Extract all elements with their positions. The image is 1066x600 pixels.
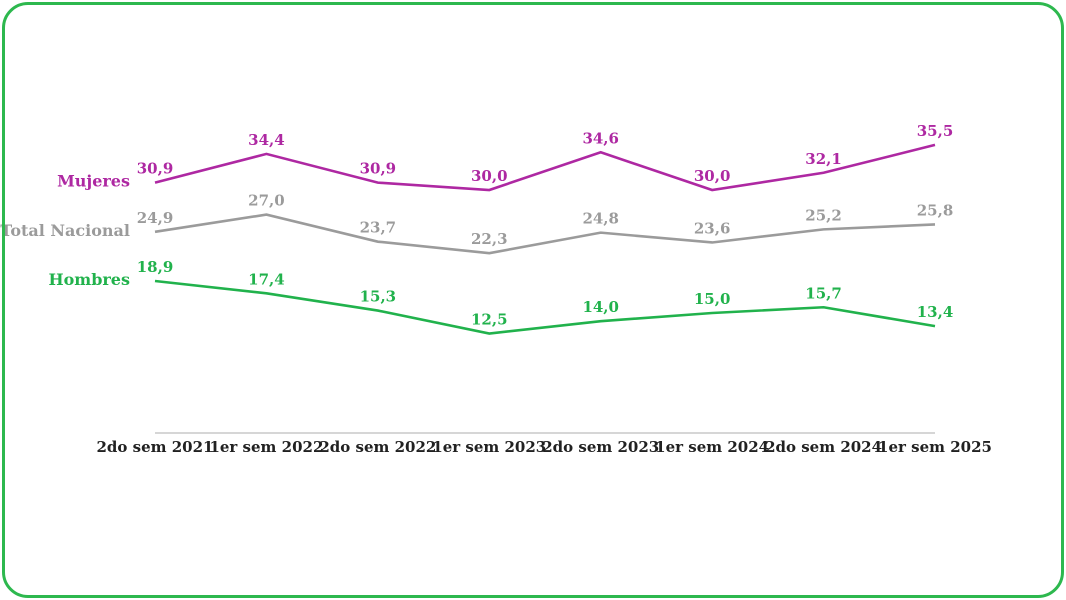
x-axis-label: 1er sem 2022 bbox=[209, 438, 323, 456]
data-label-hombres-5: 15,0 bbox=[694, 290, 731, 308]
data-label-total-nacional-0: 24,9 bbox=[137, 209, 174, 227]
x-axis-label: 1er sem 2023 bbox=[432, 438, 546, 456]
data-label-hombres-3: 12,5 bbox=[471, 311, 508, 329]
data-label-hombres-1: 17,4 bbox=[248, 270, 285, 288]
data-label-total-nacional-6: 25,2 bbox=[805, 206, 842, 224]
data-label-total-nacional-4: 24,8 bbox=[582, 210, 619, 228]
series-line-mujeres bbox=[154, 143, 936, 192]
data-label-mujeres-1: 34,4 bbox=[248, 131, 285, 149]
data-label-total-nacional-5: 23,6 bbox=[694, 219, 731, 237]
x-axis-label: 2do sem 2021 bbox=[97, 438, 214, 456]
data-label-hombres-4: 14,0 bbox=[582, 298, 619, 316]
data-label-mujeres-7: 35,5 bbox=[917, 122, 954, 140]
series-label-hombres: Hombres bbox=[48, 270, 130, 289]
data-label-mujeres-6: 32,1 bbox=[805, 150, 842, 168]
data-label-hombres-6: 15,7 bbox=[805, 284, 842, 302]
data-label-mujeres-4: 34,6 bbox=[582, 129, 619, 147]
x-axis-label: 2do sem 2022 bbox=[319, 438, 436, 456]
data-label-hombres-0: 18,9 bbox=[137, 258, 174, 276]
data-label-total-nacional-1: 27,0 bbox=[248, 192, 285, 210]
data-label-mujeres-0: 30,9 bbox=[137, 160, 174, 178]
data-label-mujeres-3: 30,0 bbox=[471, 167, 508, 185]
data-label-total-nacional-3: 22,3 bbox=[471, 230, 508, 248]
series-label-total-nacional: Total Nacional bbox=[0, 221, 130, 240]
x-axis-label: 2do sem 2024 bbox=[765, 438, 882, 456]
series-line-total-nacional bbox=[154, 213, 936, 255]
series-line-hombres bbox=[154, 279, 936, 335]
data-label-mujeres-5: 30,0 bbox=[694, 167, 731, 185]
x-axis-label: 1er sem 2025 bbox=[878, 438, 992, 456]
x-axis-label: 1er sem 2024 bbox=[655, 438, 769, 456]
data-label-hombres-2: 15,3 bbox=[360, 288, 397, 306]
series-label-mujeres: Mujeres bbox=[57, 172, 130, 191]
data-label-total-nacional-7: 25,8 bbox=[917, 201, 954, 219]
data-label-mujeres-2: 30,9 bbox=[360, 160, 397, 178]
x-axis-label: 2do sem 2023 bbox=[542, 438, 659, 456]
data-label-hombres-7: 13,4 bbox=[917, 303, 954, 321]
data-label-total-nacional-2: 23,7 bbox=[360, 219, 397, 237]
